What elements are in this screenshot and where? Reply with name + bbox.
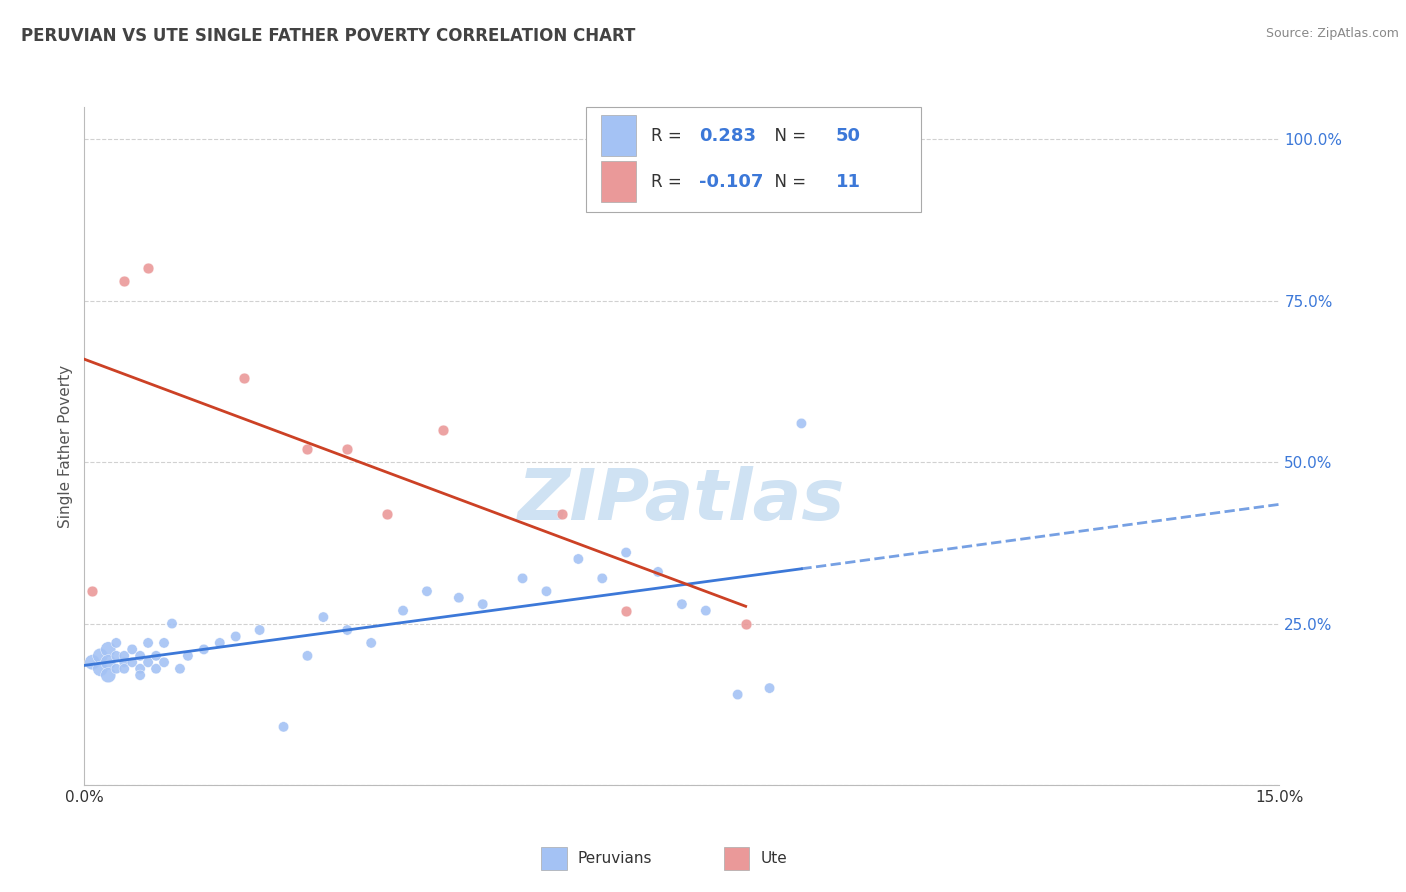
Text: 0.283: 0.283 bbox=[699, 127, 755, 145]
Point bbox=[249, 623, 271, 637]
Text: Peruvians: Peruvians bbox=[578, 851, 652, 866]
Point bbox=[145, 662, 167, 676]
Point bbox=[105, 662, 128, 676]
Point bbox=[551, 507, 574, 521]
Point bbox=[177, 648, 200, 663]
Y-axis label: Single Father Poverty: Single Father Poverty bbox=[58, 365, 73, 527]
Point bbox=[614, 545, 637, 559]
Point bbox=[734, 616, 756, 631]
Point bbox=[121, 642, 143, 657]
Text: 50: 50 bbox=[837, 127, 860, 145]
FancyBboxPatch shape bbox=[600, 161, 637, 202]
Point bbox=[392, 604, 415, 618]
FancyBboxPatch shape bbox=[600, 115, 637, 156]
Point bbox=[208, 636, 231, 650]
Point bbox=[695, 604, 717, 618]
Point bbox=[105, 648, 128, 663]
Point bbox=[89, 662, 111, 676]
Text: R =: R = bbox=[651, 173, 688, 191]
Point bbox=[360, 636, 382, 650]
Point bbox=[193, 642, 215, 657]
Point bbox=[112, 662, 135, 676]
Text: N =: N = bbox=[765, 173, 811, 191]
Point bbox=[97, 668, 120, 682]
Point bbox=[567, 552, 589, 566]
Point bbox=[129, 662, 152, 676]
Point bbox=[82, 655, 104, 669]
Point bbox=[671, 597, 693, 611]
Point bbox=[375, 507, 398, 521]
Text: PERUVIAN VS UTE SINGLE FATHER POVERTY CORRELATION CHART: PERUVIAN VS UTE SINGLE FATHER POVERTY CO… bbox=[21, 27, 636, 45]
Point bbox=[153, 636, 176, 650]
Point bbox=[89, 648, 111, 663]
Point bbox=[512, 571, 534, 585]
FancyBboxPatch shape bbox=[586, 107, 921, 212]
Point bbox=[153, 655, 176, 669]
Point bbox=[225, 630, 247, 644]
Point bbox=[169, 662, 191, 676]
Text: Source: ZipAtlas.com: Source: ZipAtlas.com bbox=[1265, 27, 1399, 40]
Point bbox=[297, 442, 319, 457]
Text: Ute: Ute bbox=[761, 851, 787, 866]
Point bbox=[232, 371, 254, 385]
Point bbox=[591, 571, 613, 585]
Text: R =: R = bbox=[651, 127, 688, 145]
Point bbox=[312, 610, 335, 624]
Point bbox=[336, 442, 359, 457]
Text: -0.107: -0.107 bbox=[699, 173, 763, 191]
Point bbox=[112, 655, 135, 669]
Point bbox=[416, 584, 439, 599]
Text: 11: 11 bbox=[837, 173, 860, 191]
Point bbox=[136, 636, 159, 650]
Point bbox=[647, 565, 669, 579]
Point bbox=[790, 417, 813, 431]
Point bbox=[160, 616, 183, 631]
Point bbox=[112, 648, 135, 663]
Point bbox=[727, 688, 749, 702]
Point bbox=[471, 597, 494, 611]
Point bbox=[336, 623, 359, 637]
Point bbox=[758, 681, 780, 695]
Point bbox=[614, 604, 637, 618]
Point bbox=[136, 655, 159, 669]
Text: N =: N = bbox=[765, 127, 811, 145]
Point bbox=[82, 584, 104, 599]
Point bbox=[432, 423, 454, 437]
Point bbox=[112, 274, 135, 288]
Text: ZIPatlas: ZIPatlas bbox=[519, 466, 845, 534]
Point bbox=[105, 636, 128, 650]
Point bbox=[129, 648, 152, 663]
Point bbox=[97, 655, 120, 669]
Point bbox=[297, 648, 319, 663]
Point bbox=[129, 668, 152, 682]
Point bbox=[145, 648, 167, 663]
Point bbox=[447, 591, 470, 605]
Point bbox=[97, 642, 120, 657]
Point bbox=[273, 720, 295, 734]
Point bbox=[121, 655, 143, 669]
Point bbox=[536, 584, 558, 599]
Point bbox=[136, 261, 159, 276]
